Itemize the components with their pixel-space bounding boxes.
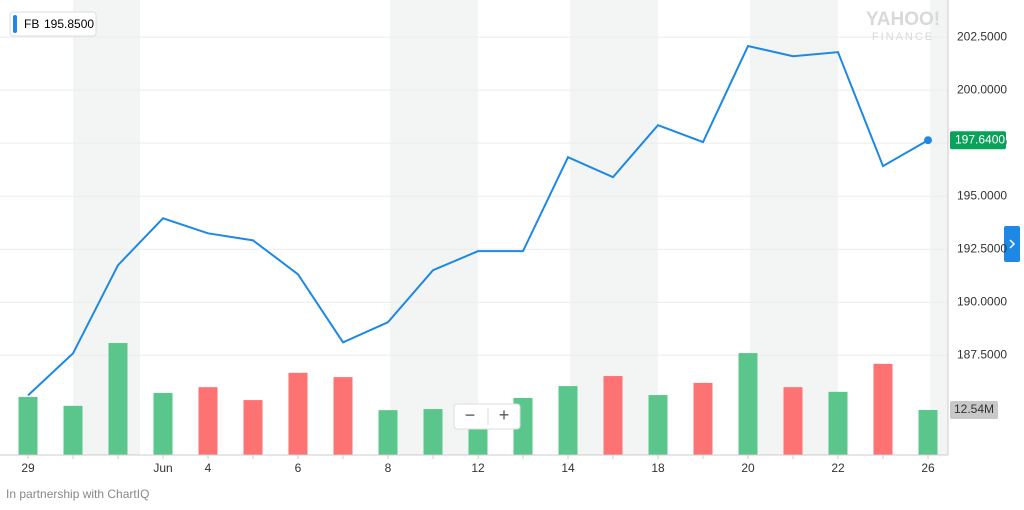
volume-label: 12.54M [954,402,994,416]
zoom-controls: − + [453,403,521,430]
volume-bar [603,376,623,455]
zoom-out[interactable]: − [465,405,476,425]
volume-bar [693,382,713,455]
volume-label-bg [950,401,998,420]
x-tick-label: 18 [651,461,665,475]
volume-bar [288,372,308,455]
volume-bar [873,363,893,455]
x-tick-label: 29 [21,461,35,475]
volume-bar [153,392,173,455]
x-tick-label: 20 [741,461,755,475]
watermark: FINANCE [872,31,934,43]
x-tick-label: 26 [921,461,935,475]
volume-bar [648,395,668,455]
week-bands [73,0,948,455]
y-tick-label: 200.0000 [957,82,1007,96]
x-tick-label: Jun [153,461,172,475]
zoom-in[interactable]: + [499,405,510,425]
x-tick-label: 4 [205,461,212,475]
legend: FB 195.8500 [9,11,97,37]
x-tick-label: 6 [295,461,302,475]
legend-box [9,11,97,37]
x-tick-label: 8 [385,461,392,475]
week-band [390,0,478,455]
volume-bar [243,400,263,455]
week-band [73,0,140,455]
y-tick-label: 202.5000 [957,29,1007,43]
expand-button[interactable] [1004,226,1020,262]
volume-bar [63,405,83,455]
volume-bar [558,386,578,455]
plot [27,44,932,397]
footer: In partnership with ChartIQ [6,487,149,501]
week-band [930,0,948,455]
x-tick-label: 12 [471,461,485,475]
y-tick-label: 187.5000 [957,347,1007,361]
volume-bar [783,387,803,455]
volume-bar [828,391,848,455]
last-point [924,136,932,145]
volume [18,343,938,455]
volume-bar [378,410,398,455]
price-line [27,44,929,397]
x-tick-label: 22 [831,461,845,475]
volume-bar [108,343,128,455]
legend-value: 195.8500 [44,17,94,31]
week-band [750,0,838,455]
legend-swatch [13,15,17,33]
y-tick-label: 192.5000 [957,241,1007,255]
last-price-bg [950,131,1006,150]
grid [0,36,948,356]
zoom-box [453,403,521,430]
y-tick-label: 190.0000 [957,294,1007,308]
expand-icon [1009,239,1016,249]
x-tick-label: 14 [561,461,575,475]
y-tick-label: 195.0000 [957,188,1007,202]
volume-bar [423,409,443,455]
volume-bar [738,353,758,455]
volume-bar [333,377,353,455]
expand-tab[interactable] [1004,226,1020,262]
legend-name: FB [24,17,39,31]
last-price-label: 197.6400 [955,132,1005,146]
volume-bar [18,396,38,455]
volume-bar [198,387,218,455]
watermark: YAHOO! [866,9,940,30]
volume-bar [918,410,938,455]
